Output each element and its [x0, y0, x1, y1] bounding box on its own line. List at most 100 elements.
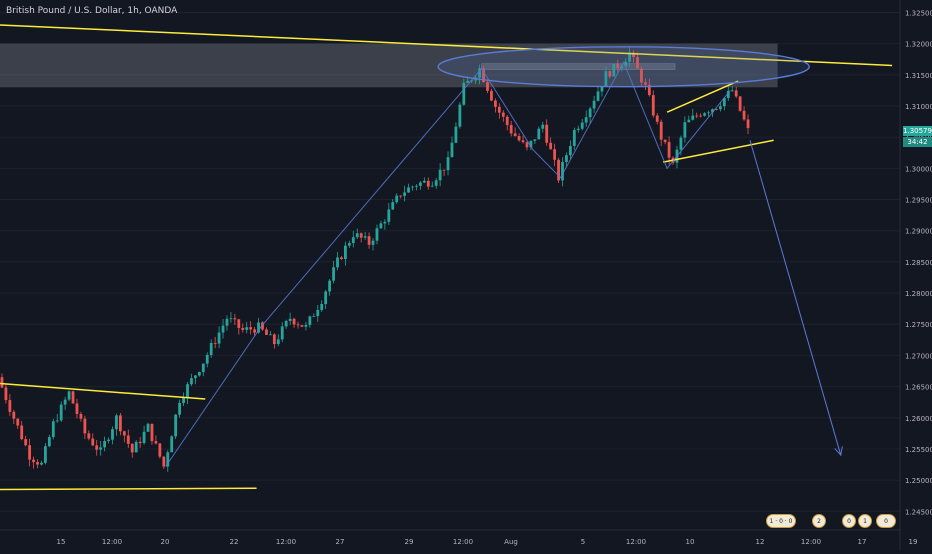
candle-body [537, 128, 541, 140]
candle-body [257, 322, 260, 333]
candle-body [699, 115, 703, 117]
candle-body [375, 228, 379, 241]
candle-body [363, 236, 367, 238]
candle-body [442, 169, 446, 171]
candle-body [107, 439, 110, 442]
countdown-label: 34:42 [903, 137, 932, 147]
candle-body [79, 413, 83, 419]
candle-body [134, 441, 138, 453]
candle-body [513, 133, 517, 137]
candle-body [722, 98, 726, 107]
time-tick-label: 27 [336, 538, 345, 546]
candle-body [580, 122, 584, 129]
price-tick-label: 1.31500 [905, 72, 932, 80]
candle-body [55, 420, 59, 422]
candle-body [146, 423, 150, 432]
candle-body [320, 303, 324, 311]
candle-body [687, 119, 691, 123]
candle-body [51, 421, 55, 438]
candle-body [707, 112, 710, 114]
candle-body [91, 438, 95, 446]
candle-body [83, 418, 87, 434]
candle-body [237, 319, 241, 328]
price-tick-label: 1.31000 [905, 103, 932, 111]
event-badge[interactable]: 2 [812, 514, 826, 528]
candle-body [592, 100, 596, 109]
candle-body [600, 86, 604, 92]
candle-body [186, 384, 189, 398]
candle-body [316, 310, 320, 317]
grid [0, 11, 900, 512]
candle-body [549, 142, 553, 150]
candle-body [683, 122, 687, 138]
candle-body [28, 445, 32, 460]
candle-body [379, 223, 383, 229]
candle-body [426, 180, 430, 187]
candle-body [517, 136, 521, 141]
candle-body [182, 397, 185, 403]
candle-body [541, 124, 545, 129]
candle-body [174, 414, 178, 437]
price-tick-label: 1.25000 [905, 477, 932, 485]
resistance-zone [0, 43, 778, 88]
candle-body [632, 52, 635, 58]
candle-body [738, 96, 742, 111]
candle-body [4, 387, 8, 401]
candle-body [438, 169, 442, 181]
time-tick-label: 22 [230, 538, 239, 546]
candle-body [616, 63, 620, 69]
candle-body [371, 240, 375, 245]
candle-body [501, 112, 505, 117]
candle-body [718, 106, 722, 110]
candle-body [324, 291, 328, 304]
candle-body [454, 126, 458, 143]
event-badge[interactable]: 1 · 0 · 0 [766, 514, 796, 528]
candle-body [715, 109, 718, 110]
candle-body [525, 142, 529, 148]
arrow-head [834, 446, 843, 457]
candle-body [272, 334, 276, 345]
candle-body [261, 322, 264, 330]
event-badge[interactable]: 0 [876, 514, 896, 528]
candle-body [422, 180, 426, 183]
event-badge[interactable]: 0 [842, 514, 856, 528]
candle-body [75, 403, 79, 414]
candle-body [213, 343, 217, 344]
candle-body [521, 140, 525, 143]
time-tick-label: 12:00 [102, 538, 122, 546]
candle-body [158, 443, 162, 457]
candle-body [284, 320, 288, 327]
candle-body [16, 418, 20, 426]
candle-body [190, 378, 193, 385]
candle-body [663, 139, 667, 143]
candle-body [249, 327, 253, 330]
candle-body [746, 119, 750, 129]
candle-body [383, 221, 387, 224]
price-tick-label: 1.32500 [905, 9, 932, 17]
candle-body [276, 339, 280, 345]
candle-body [497, 106, 501, 113]
trendline [666, 80, 739, 113]
candle-body [434, 180, 438, 186]
price-tick-label: 1.30000 [905, 165, 932, 173]
price-tick-label: 1.26500 [905, 384, 932, 392]
candle-body [679, 137, 683, 150]
candle-body [280, 326, 284, 340]
candle-body [32, 459, 35, 463]
candle-body [667, 142, 671, 158]
candle-body [545, 124, 549, 143]
candle-body [340, 257, 343, 259]
candle-body [308, 316, 312, 325]
event-badge[interactable]: 1 [858, 514, 872, 528]
candle-body [126, 435, 130, 444]
candle-body [742, 110, 746, 120]
candle-body [509, 125, 513, 134]
candle-body [122, 431, 126, 436]
time-tick-label: 12:00 [453, 538, 473, 546]
candle-body [170, 436, 174, 453]
candle-body [462, 82, 466, 105]
candle-body [343, 245, 347, 259]
time-tick-label: 12:00 [276, 538, 296, 546]
